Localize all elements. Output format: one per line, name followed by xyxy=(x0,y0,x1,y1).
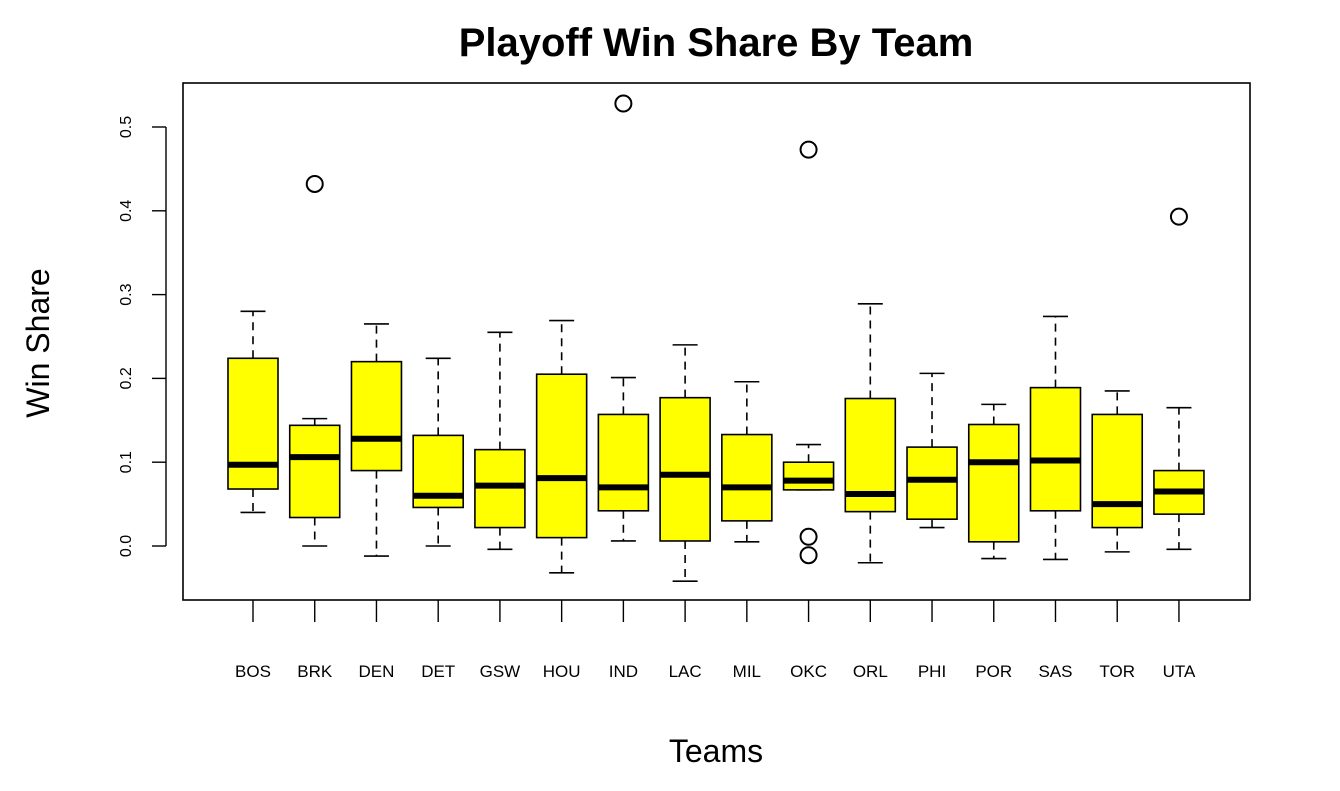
box-den xyxy=(350,323,403,557)
box-hou xyxy=(535,319,588,574)
iqr-box xyxy=(1091,413,1144,529)
iqr-box xyxy=(659,396,711,542)
x-axis-title: Teams xyxy=(669,733,763,769)
box-bos xyxy=(227,310,279,514)
x-tick-label: SAS xyxy=(1038,662,1072,681)
box-por xyxy=(967,403,1020,560)
x-tick-label: POR xyxy=(975,662,1012,681)
box-phi xyxy=(906,372,958,529)
x-tick-label: UTA xyxy=(1163,662,1196,681)
box-lac xyxy=(659,344,711,582)
outlier-point xyxy=(614,94,633,113)
x-tick-label: DEN xyxy=(359,662,395,681)
box-series xyxy=(227,94,1205,582)
x-tick-label: ORL xyxy=(853,662,888,681)
box-orl xyxy=(844,303,897,564)
y-tick-label: 0.3 xyxy=(118,283,135,305)
x-tick-label: OKC xyxy=(790,662,827,681)
y-tick-label: 0.0 xyxy=(118,535,135,557)
x-tick-label: BRK xyxy=(297,662,333,681)
y-axis: 0.0 0.1 0.2 0.3 0.4 0.5 xyxy=(118,116,167,557)
box-mil xyxy=(721,380,773,543)
outlier-point xyxy=(799,527,818,546)
iqr-box xyxy=(906,446,958,520)
outlier-point xyxy=(305,174,324,193)
iqr-box xyxy=(535,373,588,539)
iqr-box xyxy=(288,424,341,519)
outlier-point xyxy=(799,546,818,565)
x-tick-label: PHI xyxy=(918,662,946,681)
outlier-point xyxy=(799,140,818,159)
plot-frame xyxy=(182,82,1251,601)
y-tick-label: 0.5 xyxy=(118,116,135,138)
x-tick-label: LAC xyxy=(669,662,702,681)
y-tick-label: 0.4 xyxy=(118,200,135,222)
x-tick-label: HOU xyxy=(543,662,581,681)
y-tick-label: 0.2 xyxy=(118,367,135,389)
box-det xyxy=(412,357,464,547)
iqr-box xyxy=(597,413,650,512)
box-brk xyxy=(288,174,341,547)
box-gsw xyxy=(474,331,526,551)
outlier-point xyxy=(1169,207,1188,226)
y-axis-title: Win Share xyxy=(20,268,56,417)
x-tick-label: IND xyxy=(609,662,638,681)
box-tor xyxy=(1091,390,1144,553)
y-tick-label: 0.1 xyxy=(118,451,135,473)
x-tick-label: TOR xyxy=(1099,662,1135,681)
x-tick-label: GSW xyxy=(480,662,521,681)
iqr-box xyxy=(227,357,279,490)
box-okc xyxy=(782,140,835,565)
iqr-box xyxy=(721,433,773,522)
box-uta xyxy=(1153,207,1205,551)
x-tick-label: DET xyxy=(421,662,455,681)
iqr-box xyxy=(1029,386,1082,512)
x-tick-label: MIL xyxy=(733,662,761,681)
iqr-box xyxy=(350,360,403,472)
box-ind xyxy=(597,94,650,542)
chart-title: Playoff Win Share By Team xyxy=(459,21,974,65)
box-sas xyxy=(1029,315,1082,561)
iqr-box xyxy=(967,423,1020,543)
iqr-box xyxy=(782,461,835,491)
x-tick-label: BOS xyxy=(235,662,271,681)
x-axis: BOS BRK DEN DET GSW HOU IND LAC MIL OKC ORL PHI POR S… xyxy=(235,600,1196,681)
